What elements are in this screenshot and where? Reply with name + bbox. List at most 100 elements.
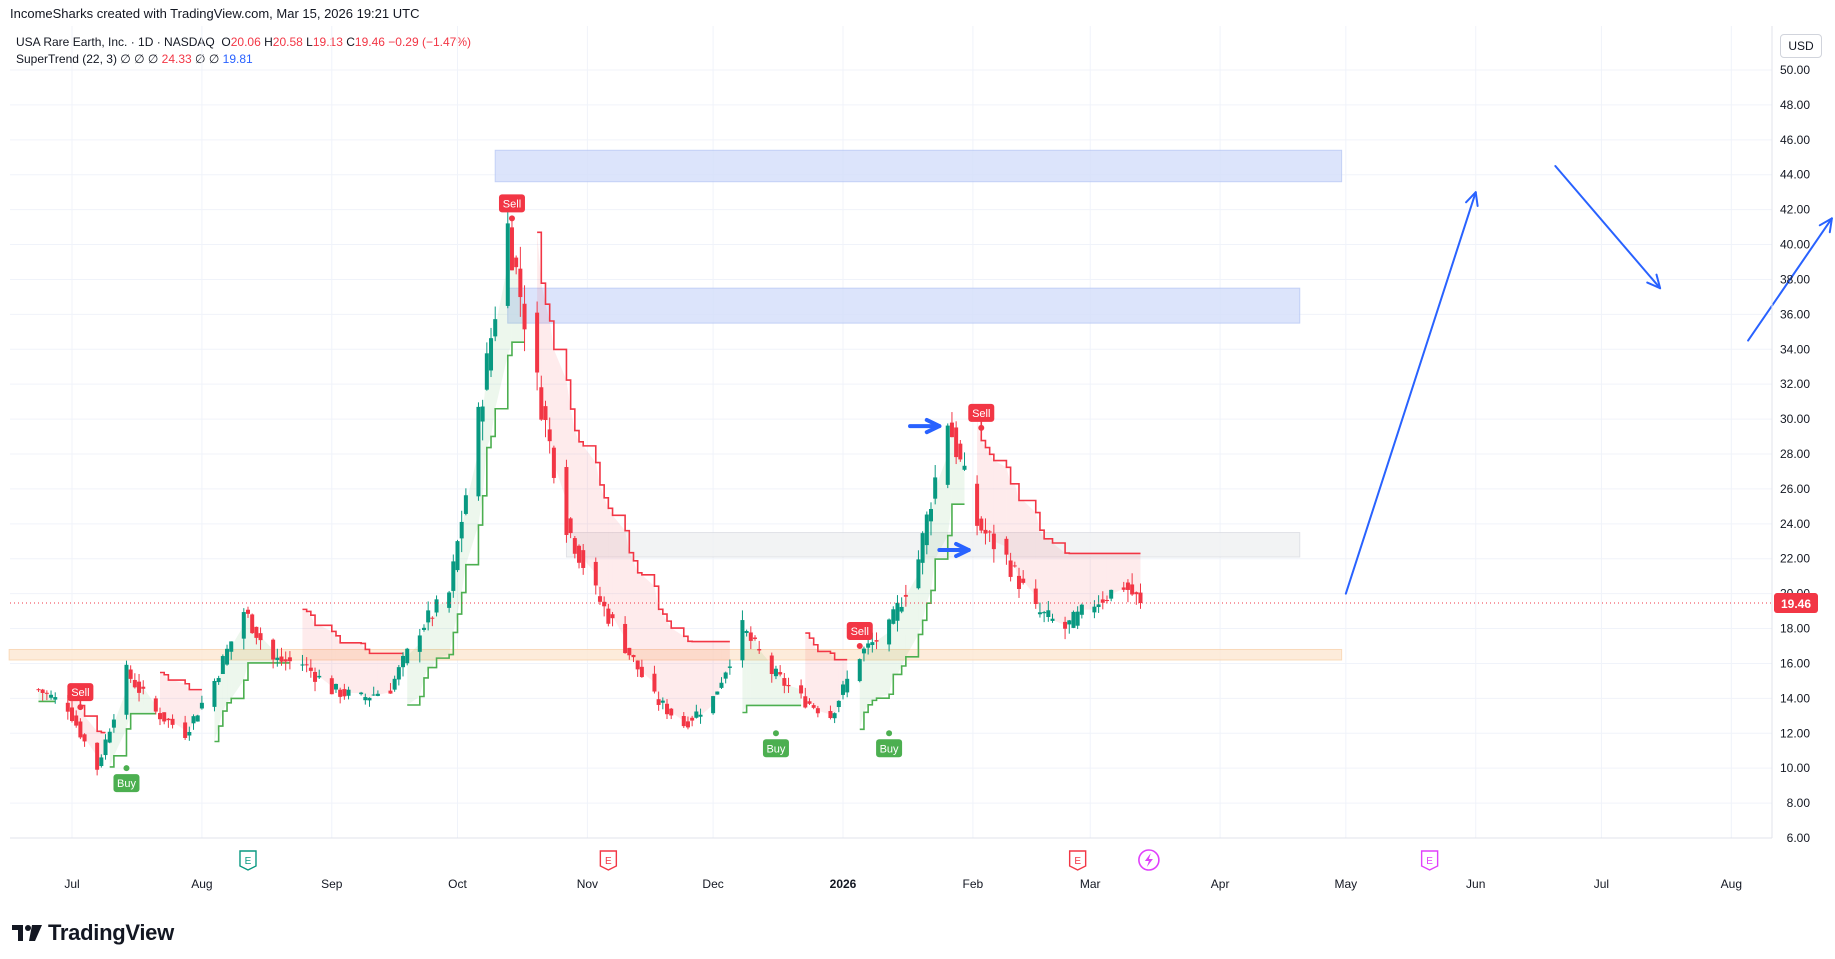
arrow-shaft <box>1747 217 1833 342</box>
candle-body <box>287 657 292 662</box>
candle <box>107 728 112 744</box>
range-zone <box>565 532 1301 558</box>
candle <box>153 695 158 715</box>
supertrend-fill-segment <box>1132 553 1137 594</box>
dividend-icon-bolt <box>1144 853 1153 867</box>
candle-body <box>304 664 309 666</box>
supertrend-down-line <box>537 231 730 643</box>
buy-signal[interactable]: Buy <box>876 730 903 758</box>
time-tick-label: May <box>1334 877 1357 891</box>
buy-signal[interactable]: Buy <box>762 730 789 758</box>
candle-body <box>40 689 45 693</box>
symbol-row[interactable]: USA Rare Earth, Inc. · 1D · NASDAQ O20.0… <box>16 34 471 51</box>
candle <box>258 627 263 650</box>
candle-body <box>656 699 661 705</box>
candle-body <box>392 678 397 690</box>
candle <box>597 586 602 605</box>
candle-body <box>451 561 456 591</box>
sell-signal[interactable]: Sell <box>846 622 873 649</box>
candle-body <box>36 689 41 691</box>
earnings-icon-glyph: E <box>245 856 252 867</box>
candle <box>137 674 142 702</box>
earnings-icon[interactable]: E <box>239 850 257 871</box>
candle-body <box>836 700 841 708</box>
candle <box>1050 613 1055 623</box>
price-tick-label: 16.00 <box>1780 656 1810 670</box>
candle-body <box>250 614 255 634</box>
sell-signal[interactable]: Sell <box>498 194 525 222</box>
candle-body <box>551 447 556 478</box>
price-tick-label: 12.00 <box>1780 726 1810 740</box>
candle-body <box>518 268 523 298</box>
candle-body <box>1134 592 1139 595</box>
candle-body <box>660 700 665 703</box>
candle-body <box>1104 600 1109 602</box>
low-value: 19.13 <box>312 35 343 49</box>
candle <box>786 677 791 693</box>
candle <box>723 671 728 684</box>
buy-signal[interactable]: Buy <box>113 765 140 793</box>
price-tick-label: 50.00 <box>1780 63 1810 77</box>
sell-signal[interactable]: Sell <box>67 683 94 711</box>
candle <box>782 673 787 694</box>
candle-body <box>245 609 250 614</box>
candle <box>40 688 45 701</box>
signal-badge <box>498 194 525 213</box>
candle <box>82 733 87 747</box>
supertrend-fill-segment <box>721 641 726 686</box>
candle-body <box>308 667 313 671</box>
candle <box>103 734 108 760</box>
candle <box>484 342 489 391</box>
candle <box>36 688 41 692</box>
indicator-row[interactable]: SuperTrend (22, 3) ∅ ∅ ∅ 24.33 ∅ ∅ 19.81 <box>16 51 471 68</box>
candle <box>1033 579 1038 609</box>
candle <box>652 665 657 694</box>
candle-body <box>543 406 548 421</box>
candle <box>333 683 338 693</box>
supertrend-fill-segment <box>1023 500 1036 597</box>
candle-body <box>874 640 879 642</box>
future-earnings-icon[interactable]: E <box>1420 850 1439 871</box>
earnings-icon-shape <box>1420 850 1439 871</box>
candle <box>639 659 644 678</box>
candle <box>187 726 192 741</box>
earnings-icon[interactable]: E <box>599 850 618 871</box>
candle <box>899 597 904 614</box>
candle <box>162 712 167 725</box>
candle-body <box>652 673 657 692</box>
candle-body <box>124 664 129 715</box>
supertrend-fill-segment <box>1052 543 1066 626</box>
supertrend-fill-segment <box>1069 553 1074 623</box>
candle <box>308 659 313 678</box>
dividend-icon[interactable] <box>1138 849 1160 871</box>
earnings-icon[interactable]: E <box>1068 850 1087 871</box>
candle <box>430 616 435 627</box>
high-value: 20.58 <box>272 35 303 49</box>
supertrend-fill-segment <box>1014 483 1019 583</box>
candle-body <box>744 631 749 634</box>
candle <box>581 544 586 575</box>
candle <box>748 626 753 650</box>
candle <box>405 647 410 666</box>
candle <box>1012 561 1017 568</box>
supertrend-fill-segment <box>993 460 1007 547</box>
price-axis: 50.00 48.00 46.00 44.00 42.00 40.00 38.00 36.00… <box>1771 26 1818 845</box>
candle-body <box>70 707 74 721</box>
supertrend-fill-segment <box>373 653 378 695</box>
candle-body <box>455 541 460 571</box>
sell-signal[interactable]: Sell <box>968 403 995 431</box>
candle-body <box>137 681 142 693</box>
candle-body <box>811 705 816 708</box>
candle <box>606 603 611 627</box>
supertrend-fill-segment <box>1106 553 1112 601</box>
supertrend-fill-segment <box>817 651 831 715</box>
signal-dot <box>856 643 863 649</box>
candle <box>241 608 246 650</box>
candle-body <box>371 694 376 696</box>
candle-body <box>1037 612 1042 615</box>
currency-button[interactable]: USD <box>1780 34 1822 58</box>
candle <box>690 715 695 727</box>
candle <box>44 690 49 701</box>
candle <box>313 667 318 692</box>
